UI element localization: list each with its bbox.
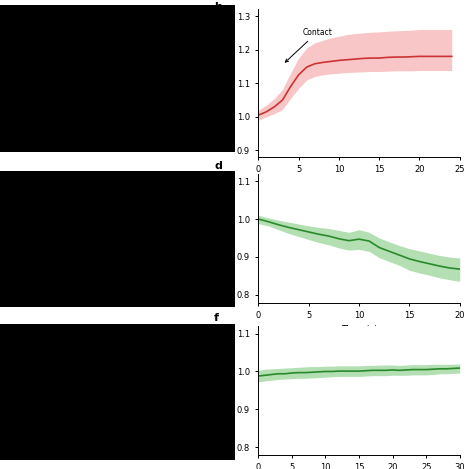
Text: d: d xyxy=(214,160,222,171)
Y-axis label: F/F₀ (EGFP-PHₒₛₛP in RAB5⁺): F/F₀ (EGFP-PHₒₛₛP in RAB5⁺) xyxy=(227,180,236,296)
Text: b: b xyxy=(214,2,222,12)
Y-axis label: F/F₀ (EGFP-PHₒₛₛP in RAB5⁺): F/F₀ (EGFP-PHₒₛₛP in RAB5⁺) xyxy=(227,333,236,448)
Text: Contact: Contact xyxy=(285,28,333,62)
Y-axis label: F/F₀ (iRFP-FYVEₛARA in RAB5⁺): F/F₀ (iRFP-FYVEₛARA in RAB5⁺) xyxy=(227,20,236,147)
Text: f: f xyxy=(214,313,219,323)
X-axis label: Time (s): Time (s) xyxy=(341,180,377,189)
X-axis label: Time (s): Time (s) xyxy=(341,325,377,334)
